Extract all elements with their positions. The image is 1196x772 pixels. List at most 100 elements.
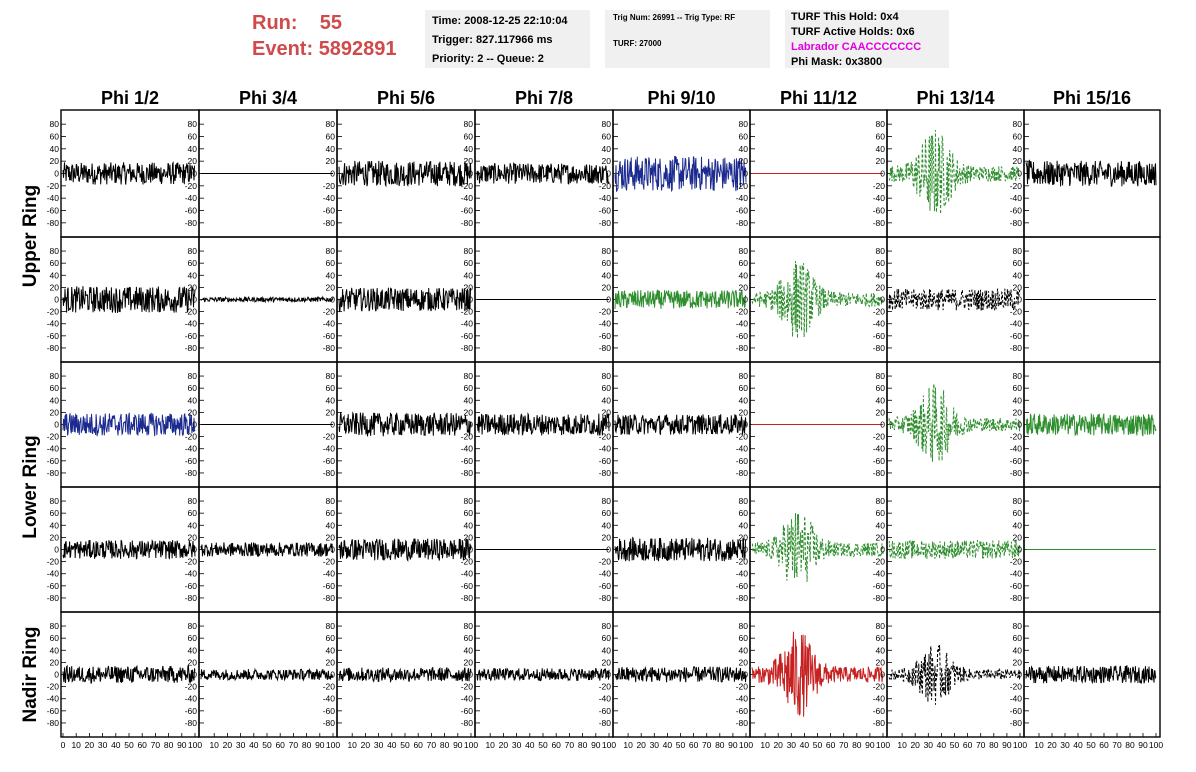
y-tick-label: -60 (873, 206, 886, 216)
y-tick-label: -60 (736, 456, 749, 466)
y-tick-label: 40 (50, 270, 60, 280)
y-tick-label: -60 (185, 206, 198, 216)
priority-line: Priority: 2 -- Queue: 2 (432, 53, 544, 65)
waveform-trace (476, 162, 610, 185)
y-tick-label: -80 (736, 593, 749, 603)
y-tick-label: -20 (323, 682, 336, 692)
y-tick-label: -40 (1010, 694, 1023, 704)
y-tick-label: -20 (873, 307, 886, 317)
y-tick-label: 0 (880, 670, 885, 680)
x-tick-label: 90 (1002, 740, 1012, 750)
y-tick-label: -60 (736, 706, 749, 716)
y-tick-label: 40 (739, 395, 749, 405)
y-tick-label: 0 (880, 169, 885, 179)
y-tick-label: 20 (188, 532, 198, 542)
y-tick-label: 40 (188, 270, 198, 280)
y-tick-label: -80 (461, 218, 474, 228)
y-tick-label: 80 (602, 621, 612, 631)
y-tick-label: 40 (326, 144, 336, 154)
y-tick-label: 60 (188, 132, 198, 142)
y-tick-label: 80 (602, 246, 612, 256)
y-tick-label: -20 (1010, 557, 1023, 567)
y-tick-label: -40 (461, 444, 474, 454)
y-tick-label: 60 (464, 132, 474, 142)
y-tick-label: 0 (880, 295, 885, 305)
waveform-trace (751, 261, 884, 339)
y-tick-label: -40 (736, 694, 749, 704)
waveform-trace (62, 286, 196, 313)
y-tick-label: 60 (326, 633, 336, 643)
x-tick-label: 40 (249, 740, 259, 750)
y-tick-label: -40 (599, 193, 612, 203)
y-tick-label: -20 (736, 432, 749, 442)
y-tick-label: 20 (739, 282, 749, 292)
y-tick-label: -20 (873, 682, 886, 692)
y-tick-label: -80 (323, 218, 336, 228)
y-tick-label: -40 (736, 193, 749, 203)
y-tick-label: 80 (739, 246, 749, 256)
y-tick-label: 40 (50, 520, 60, 530)
y-tick-label: 20 (464, 282, 474, 292)
trig-line: Trig Num: 26991 -- Trig Type: RF (613, 13, 736, 22)
phi-column-title: Phi 1/2 (101, 88, 159, 108)
run-row: Run: 55 (252, 10, 397, 36)
y-tick-label: 0 (743, 295, 748, 305)
y-tick-label: 80 (876, 496, 886, 506)
y-tick-label: 0 (54, 295, 59, 305)
x-tick-label: 30 (650, 740, 660, 750)
y-tick-label: -80 (599, 593, 612, 603)
y-tick-label: 40 (326, 645, 336, 655)
y-tick-label: 20 (602, 282, 612, 292)
y-tick-label: 40 (1013, 520, 1023, 530)
y-tick-label: -20 (47, 181, 60, 191)
y-tick-label: -60 (736, 331, 749, 341)
y-tick-label: 0 (880, 545, 885, 555)
y-tick-label: -40 (185, 569, 198, 579)
y-tick-label: 80 (188, 119, 198, 129)
y-tick-label: -80 (185, 718, 198, 728)
y-tick-label: -40 (185, 694, 198, 704)
y-tick-label: 80 (1013, 496, 1023, 506)
x-tick-label: 70 (702, 740, 712, 750)
y-tick-label: -80 (323, 468, 336, 478)
y-tick-label: 60 (464, 383, 474, 393)
y-tick-label: -20 (461, 307, 474, 317)
x-tick-label: 40 (937, 740, 947, 750)
y-tick-label: -20 (1010, 682, 1023, 692)
y-tick-label: 20 (50, 407, 60, 417)
y-tick-label: -40 (1010, 193, 1023, 203)
y-tick-label: 60 (326, 258, 336, 268)
y-tick-label: 40 (876, 144, 886, 154)
waveform-trace (614, 536, 747, 562)
y-tick-label: 80 (326, 621, 336, 631)
x-tick-label: 30 (512, 740, 522, 750)
y-tick-label: -60 (599, 206, 612, 216)
x-tick-label: 60 (689, 740, 699, 750)
y-tick-label: -40 (47, 444, 60, 454)
y-tick-label: -60 (185, 706, 198, 716)
y-tick-label: -80 (599, 218, 612, 228)
y-tick-label: -80 (873, 343, 886, 353)
y-tick-label: 60 (326, 132, 336, 142)
y-tick-label: -40 (47, 319, 60, 329)
y-tick-label: 60 (1013, 383, 1023, 393)
y-tick-label: -20 (185, 432, 198, 442)
y-tick-label: 40 (326, 270, 336, 280)
y-tick-label: 80 (464, 496, 474, 506)
y-tick-label: 80 (188, 496, 198, 506)
y-tick-label: 40 (602, 645, 612, 655)
y-tick-label: 60 (1013, 132, 1023, 142)
y-tick-label: 40 (876, 270, 886, 280)
x-tick-label: 20 (773, 740, 783, 750)
y-tick-label: 0 (468, 545, 473, 555)
y-tick-label: -60 (1010, 206, 1023, 216)
y-tick-label: -20 (873, 432, 886, 442)
y-tick-label: 60 (50, 383, 60, 393)
x-tick-label: 80 (715, 740, 725, 750)
y-tick-label: -60 (461, 581, 474, 591)
y-tick-label: -80 (47, 718, 60, 728)
run-event-block: Run: 55 Event: 5892891 (252, 10, 397, 62)
y-tick-label: 60 (326, 383, 336, 393)
waveform-trace (62, 664, 196, 684)
y-tick-label: -60 (323, 331, 336, 341)
